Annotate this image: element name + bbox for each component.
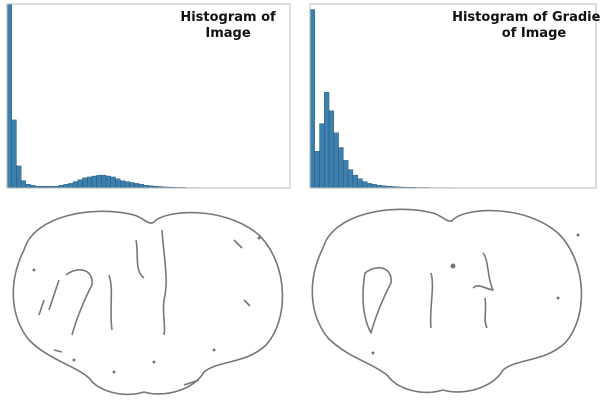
bar [357,178,363,189]
bar [338,147,344,189]
bar [333,132,339,189]
edge-image-right [311,208,583,394]
bar [347,169,354,189]
bar [352,174,358,189]
chart-title: Image [205,26,250,41]
bar [63,184,69,189]
bar [82,177,88,189]
plot-frame [309,3,597,189]
bar [91,175,97,189]
bar [119,180,126,189]
bar [124,181,130,189]
bar [77,179,83,189]
bar [96,174,102,189]
bar [16,165,22,189]
bar [105,175,111,189]
bar [309,9,315,189]
bar [371,184,377,189]
chart-title: of Image [502,26,567,41]
chart-title: Histogram of Gradient [452,10,600,25]
bar [138,184,144,189]
bar [134,183,140,189]
edge-image-left [12,210,284,396]
bar [324,92,330,189]
bar [86,176,93,189]
bar [72,181,78,189]
bar [319,123,325,189]
bar [6,3,12,189]
bar [343,160,349,189]
bar [328,110,335,189]
bar [20,180,27,189]
bar [68,183,74,189]
chart-title: Histogram of [180,10,276,25]
bar [129,182,135,189]
bar [101,174,107,189]
plot-frame [6,3,291,189]
bar [367,183,373,189]
bar [25,184,31,189]
bar [362,181,368,189]
bar [115,178,121,189]
bar [314,150,320,189]
bar [11,119,17,189]
bar [110,176,116,189]
